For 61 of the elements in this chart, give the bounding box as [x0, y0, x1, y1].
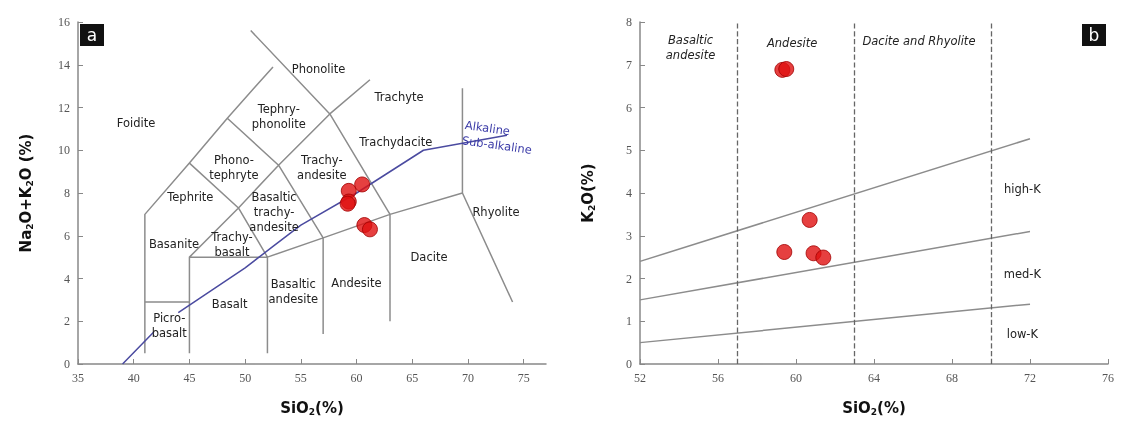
annotation: med-K — [1003, 267, 1042, 282]
annotation: Rhyolite — [472, 205, 520, 220]
y-tick-label: 2 — [626, 271, 632, 286]
y-tick-label: 4 — [64, 271, 70, 286]
annotation: Basaltic andesite — [665, 33, 716, 63]
x-tick-label: 72 — [1024, 371, 1036, 385]
x-tick-label: 75 — [517, 371, 530, 385]
annotation: Trachydacite — [358, 134, 433, 149]
chart-title: a — [86, 25, 98, 45]
x-tick-label: 55 — [294, 371, 307, 385]
annotation: Andesite — [765, 36, 818, 51]
x-axis-title: SiO2(%) — [280, 399, 344, 418]
x-tick-label: 60 — [790, 371, 802, 385]
y-tick-label: 7 — [626, 57, 632, 72]
annotation: low-K — [1006, 327, 1039, 342]
y-tick-label: 8 — [64, 186, 70, 200]
y-tick-label: 12 — [58, 100, 70, 115]
y-tick-label: 6 — [626, 100, 632, 115]
x-tick-label: 65 — [406, 371, 419, 385]
annotation: Basalt — [211, 297, 248, 312]
y-tick-label: 4 — [626, 186, 632, 200]
annotation: Foidite — [116, 115, 156, 130]
annotation: Basanite — [148, 237, 199, 252]
x-tick-label: 68 — [946, 371, 958, 385]
x-tick-label: 70 — [462, 371, 474, 385]
y-tick-label: 1 — [626, 314, 632, 329]
y-tick-label: 8 — [626, 15, 632, 29]
annotation: Trachy- andesite — [297, 152, 347, 182]
annotation: Trachyte — [373, 89, 424, 104]
y-tick-label: 0 — [626, 357, 632, 371]
y-axis-title: K2O(%) — [578, 163, 597, 223]
annotation: Tephry- phonolite — [251, 101, 306, 131]
y-tick-label: 2 — [64, 314, 70, 329]
y-tick-label: 6 — [64, 228, 70, 243]
y-tick-label: 16 — [58, 15, 70, 29]
x-tick-label: 60 — [350, 371, 363, 385]
y-tick-label: 3 — [626, 228, 632, 243]
x-tick-label: 45 — [183, 371, 196, 385]
x-tick-label: 56 — [712, 371, 724, 385]
y-axis-title: Na2O+K2O (%) — [16, 133, 35, 253]
x-tick-label: 76 — [1102, 371, 1114, 385]
annotation: Dacite and Rhyolite — [862, 34, 976, 49]
x-axis-title: SiO2(%) — [842, 399, 906, 418]
annotation: Phonolite — [291, 62, 346, 77]
annotation: Basaltic andesite — [268, 276, 319, 306]
y-tick-label: 5 — [626, 143, 632, 158]
x-tick-label: 52 — [634, 371, 646, 385]
y-tick-label: 14 — [58, 57, 70, 72]
chart-title: b — [1088, 25, 1100, 45]
annotation: Andesite — [331, 275, 382, 290]
annotation: high-K — [1003, 181, 1042, 196]
y-tick-label: 10 — [58, 143, 70, 158]
x-tick-label: 64 — [868, 371, 880, 385]
y-tick-label: 0 — [64, 357, 70, 371]
annotation: Dacite — [410, 250, 448, 265]
annotation: Tephrite — [166, 190, 214, 205]
x-tick-label: 50 — [239, 371, 252, 385]
x-tick-label: 35 — [72, 371, 84, 385]
x-tick-label: 40 — [127, 371, 140, 385]
annotation: Picro- basalt — [151, 311, 188, 341]
annotation: Phono- tephryte — [209, 152, 259, 182]
